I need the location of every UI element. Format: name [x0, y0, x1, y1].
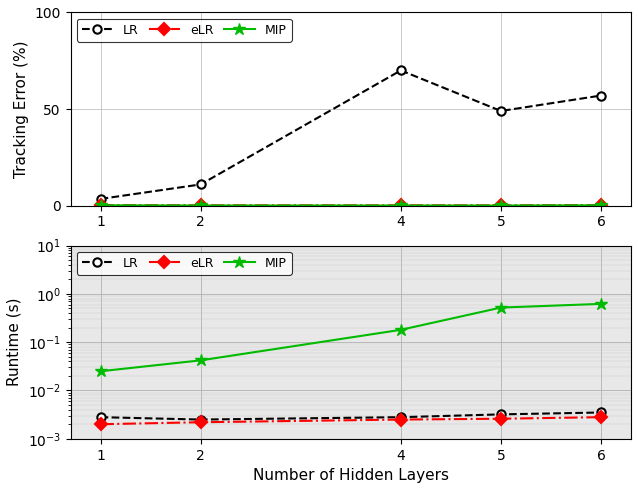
- LR: [97, 196, 105, 202]
- Y-axis label: Tracking Error (%): Tracking Error (%): [14, 40, 29, 178]
- eLR: [197, 419, 205, 425]
- LR: [497, 412, 505, 417]
- Legend: LR, eLR, MIP: LR, eLR, MIP: [77, 252, 292, 275]
- MIP: [197, 357, 205, 363]
- LR: [397, 68, 404, 74]
- eLR: [197, 202, 205, 208]
- Line: MIP: MIP: [94, 297, 607, 377]
- eLR: [597, 414, 605, 420]
- Y-axis label: Runtime (s): Runtime (s): [7, 298, 22, 387]
- eLR: [97, 202, 105, 208]
- Legend: LR, eLR, MIP: LR, eLR, MIP: [77, 19, 292, 42]
- eLR: [397, 416, 404, 422]
- eLR: [497, 202, 505, 208]
- LR: [497, 108, 505, 114]
- MIP: [397, 327, 404, 333]
- LR: [197, 181, 205, 187]
- Line: eLR: eLR: [96, 413, 605, 428]
- MIP: [497, 305, 505, 311]
- MIP: [497, 202, 505, 208]
- eLR: [597, 202, 605, 208]
- MIP: [397, 202, 404, 208]
- eLR: [497, 416, 505, 422]
- MIP: [597, 301, 605, 307]
- MIP: [97, 368, 105, 374]
- LR: [597, 93, 605, 98]
- X-axis label: Number of Hidden Layers: Number of Hidden Layers: [253, 468, 449, 483]
- Line: MIP: MIP: [94, 199, 607, 212]
- MIP: [597, 202, 605, 208]
- LR: [197, 416, 205, 422]
- eLR: [97, 421, 105, 427]
- Line: eLR: eLR: [96, 201, 605, 209]
- eLR: [397, 202, 404, 208]
- LR: [397, 414, 404, 420]
- MIP: [97, 202, 105, 208]
- LR: [97, 414, 105, 420]
- Line: LR: LR: [96, 408, 605, 424]
- MIP: [197, 202, 205, 208]
- Line: LR: LR: [96, 66, 605, 203]
- LR: [597, 410, 605, 416]
